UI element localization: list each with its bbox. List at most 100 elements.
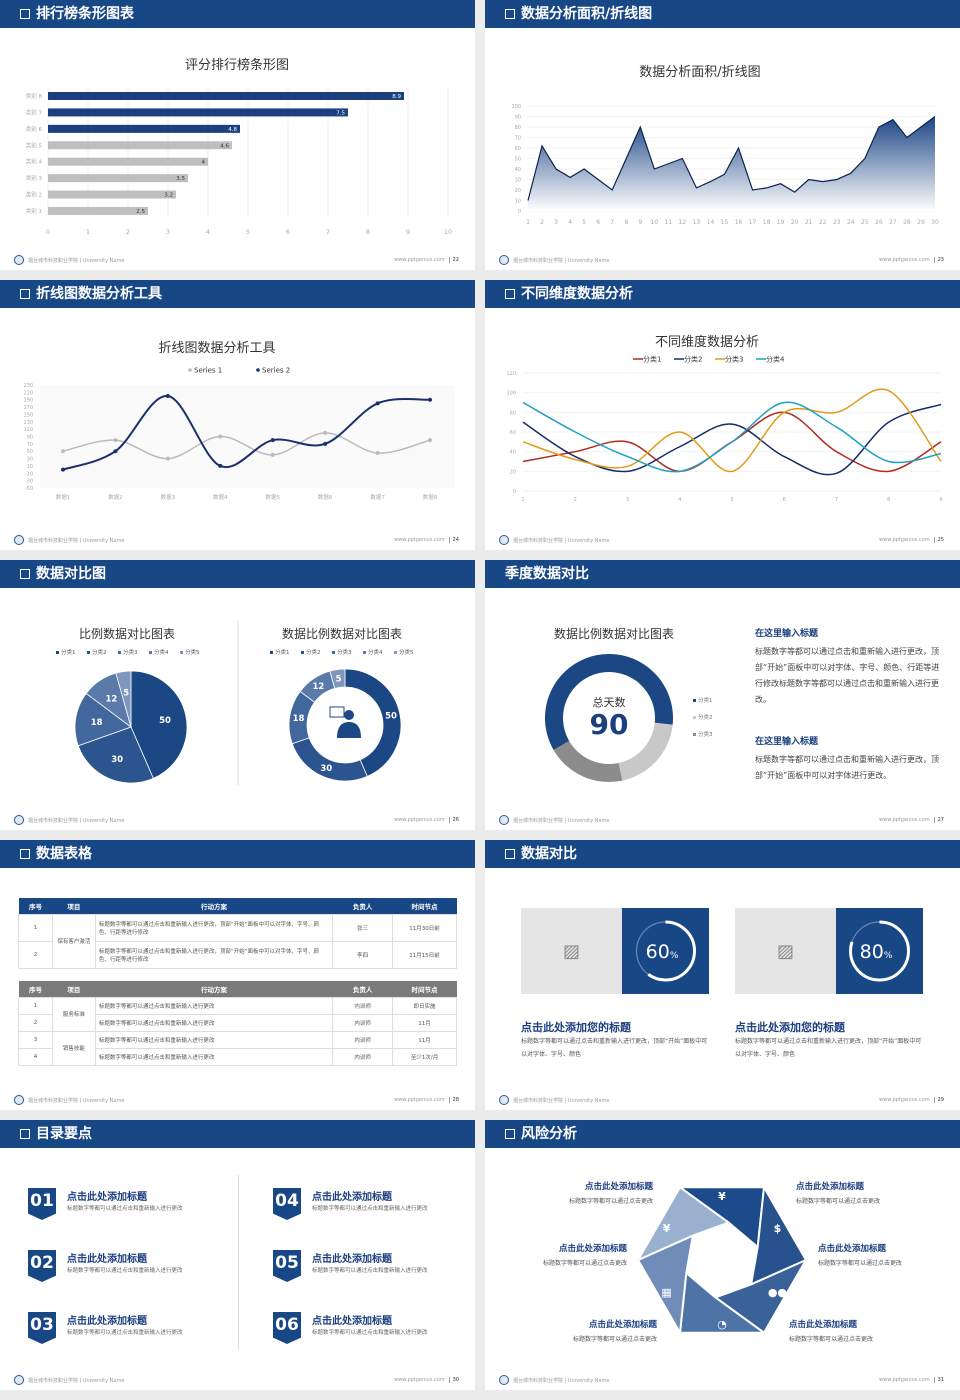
cell-time: 即日实施 [392,996,457,1015]
university-logo-icon [14,1095,24,1105]
bar [48,91,404,100]
checkbox-icon [505,289,515,299]
data-point [270,438,275,443]
university-logo-icon [14,815,24,825]
slide-title: 数据对比 [521,846,577,862]
legend-label: 分类5 [185,648,200,656]
item-title[interactable]: 点击此处添加标题 [67,1192,147,1203]
footer-website[interactable]: www.pptgenius.com [879,1097,930,1103]
x-tick-label: 5 [246,228,250,236]
y-tick-label: 70 [27,442,33,448]
cell-time: 11月15日前 [392,940,457,969]
footer-website[interactable]: www.pptgenius.com [394,1097,445,1103]
legend-label: 分类1 [275,648,290,656]
data-point [218,463,223,468]
progress-number: 80 [860,941,884,963]
add-image-icon[interactable]: ▨ [562,940,580,962]
legend-label: 分类2 [684,355,702,364]
comparison-card: ▨ 60% [521,908,709,994]
footer-right: www.pptgenius.com 22 [394,257,459,263]
slide-footer: 烟台城市科技职业学院 | University Name www.pptgeniu… [0,1094,475,1106]
slice-value-label: 18 [293,714,305,724]
table1: 序号 项目 行动方案 负责人 时间节点 1 保有客户激活 标题数字等都可以通过点击和重新输入进… [18,898,457,969]
cell-time: 至少1次/月 [392,1047,457,1066]
pie-slice [291,737,368,782]
legend-label: Series 1 [194,367,222,375]
legend-label: 分类1 [643,355,661,364]
footer-school-name: 烟台城市科技职业学院 | University Name [28,538,125,544]
add-image-icon[interactable]: ▨ [776,940,794,962]
y-tick-label: -30 [25,479,33,485]
table-header-row: 序号 项目 行动方案 负责人 时间节点 [18,898,457,914]
number-badge: 06 [273,1312,301,1344]
slide-title: 季度数据对比 [505,566,589,582]
segment-title: 点击此处添加标题 [789,1319,858,1330]
block-body: 标题数字等都可以通过点击和重新输入进行更改，顶部“开始”面板中可以对字体、字号、… [755,647,940,704]
cell-plan: 标题数字等都可以通过点击和重新输入进行更改 [94,1030,334,1049]
x-tick-label: 数据8 [423,493,438,501]
category-label: 类别 2 [26,191,42,199]
footer-website[interactable]: www.pptgenius.com [394,537,445,543]
slice-value-label: 12 [105,694,117,704]
slide: 数据对比 烟台城市科技职业学院 | University Name www.pptg… [485,840,960,1110]
pie-slice [115,670,132,728]
cell-plan: 标题数字等都可以通过点击和重新输入进行更改，顶部“开始”面板中可以对字体、字号、… [94,940,334,969]
series-line [522,401,942,473]
page-number: 23 [933,257,944,263]
item-title[interactable]: 点击此处添加标题 [312,1254,392,1265]
footer-website[interactable]: www.pptgenius.com [879,537,930,543]
column-header: 项目 [52,898,96,914]
item-title[interactable]: 点击此处添加标题 [67,1316,147,1327]
data-point [428,397,432,402]
slide-header: 数据对比 [485,840,960,868]
series-line [522,403,942,476]
x-tick-label: 2 [574,497,577,503]
bar [48,157,208,166]
footer-website[interactable]: www.pptgenius.com [394,817,445,823]
slide: 折线图数据分析工具 烟台城市科技职业学院 | University Name www… [0,280,475,550]
card-title[interactable]: 点击此处添加您的标题 [735,1021,845,1034]
pie-slice [130,670,188,779]
data-point [113,438,118,443]
image-placeholder[interactable]: ▨ [735,908,836,994]
category-label: 类别 3 [26,174,43,182]
bar [48,174,188,183]
donut-segment [545,654,673,750]
card-title[interactable]: 点击此处添加您的标题 [521,1021,631,1034]
x-tick-label: 14 [707,219,715,226]
item-title[interactable]: 点击此处添加标题 [312,1192,392,1203]
item-title[interactable]: 点击此处添加标题 [67,1254,147,1265]
block-title: 在这里输入标题 [755,629,819,639]
cell-project: 销售技能 [51,1030,96,1066]
footer-website[interactable]: www.pptgenius.com [394,257,445,263]
series-line [522,388,942,473]
x-tick-label: 3 [166,228,170,236]
x-tick-label: 10 [444,228,452,236]
head [344,710,354,720]
number-badge: 02 [28,1250,56,1282]
pie-slice [74,692,132,747]
footer-school-name: 烟台城市科技职业学院 | University Name [513,818,610,824]
item-title[interactable]: 点击此处添加标题 [312,1316,392,1327]
number-badge: 03 [28,1312,56,1344]
checkbox-icon [20,569,30,579]
x-tick-label: 15 [721,219,729,226]
legend-label: 分类2 [92,648,107,656]
y-tick-label: 120 [506,371,516,377]
legend-marker [56,651,59,654]
x-tick-label: 3 [554,219,558,226]
cell-no: 3 [18,1030,53,1049]
footer-website[interactable]: www.pptgenius.com [879,1377,930,1383]
page-number: 28 [448,1097,459,1103]
segment-body: 标题数字等都可以通过点击更改 [543,1259,627,1267]
footer-website[interactable]: www.pptgenius.com [879,817,930,823]
image-placeholder[interactable]: ▨ [521,908,622,994]
x-tick-label: 数据4 [213,493,228,501]
progress-value: 80% [860,941,893,963]
slice-value-label: 50 [385,711,397,721]
footer-website[interactable]: www.pptgenius.com [879,257,930,263]
slide-footer: 烟台城市科技职业学院 | University Name www.pptgeniu… [485,254,960,266]
footer-website[interactable]: www.pptgenius.com [394,1377,445,1383]
